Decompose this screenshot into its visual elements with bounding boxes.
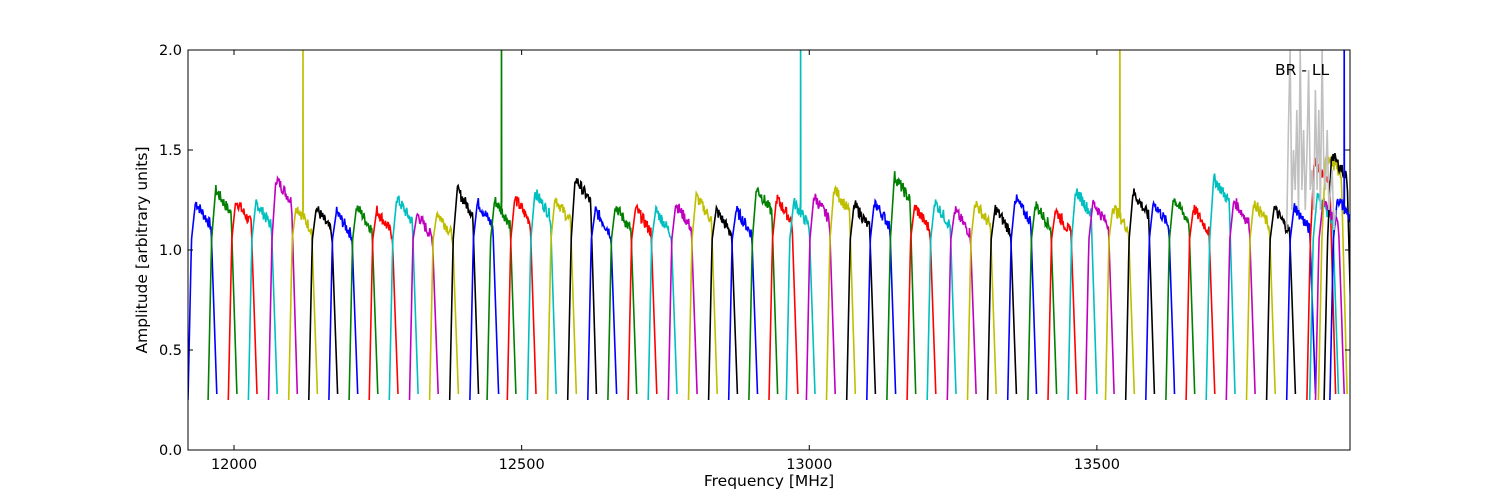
x-tick-label-12500: 12500	[499, 457, 545, 473]
band-line-30	[768, 194, 799, 401]
y-tick-label-3: 1.5	[159, 143, 182, 159]
y-axis-label: Amplitude [arbitrary units]	[133, 147, 151, 354]
ticks-layer: 12000 12500 13000 13500 0.0 0.5 1.0 1.5 2.0	[159, 43, 1350, 473]
y-tick-label-1: 0.5	[159, 343, 182, 359]
band-line-8	[328, 206, 359, 401]
band-line-55	[1265, 204, 1297, 401]
band-line-10	[368, 205, 399, 401]
noisy-series-line	[1285, 50, 1337, 231]
series-layer	[188, 50, 1350, 401]
y-tick-label-4: 2.0	[159, 43, 182, 59]
band-line-59	[1314, 197, 1345, 401]
band-line-41	[986, 204, 1018, 401]
x-tick-label-13500: 13500	[1074, 457, 1120, 473]
band-line-27	[707, 204, 739, 401]
y-tick-label-2: 1.0	[159, 243, 182, 259]
x-tick-label-13000: 13000	[786, 457, 832, 473]
band-line-21	[587, 206, 618, 401]
band-line-15	[469, 197, 500, 401]
band-line-44	[1047, 206, 1078, 401]
band-line-12	[408, 212, 439, 401]
x-tick-label-12000: 12000	[211, 457, 257, 473]
x-axis-label: Frequency [MHz]	[704, 472, 834, 490]
band-line-45	[1067, 188, 1098, 401]
annotation-label: BR - LL	[1275, 61, 1329, 79]
band-line-60	[1317, 154, 1348, 401]
band-line-7	[308, 206, 339, 401]
band-line-24	[647, 204, 678, 401]
y-tick-label-0: 0.0	[159, 443, 182, 459]
band-line-13	[428, 210, 460, 401]
